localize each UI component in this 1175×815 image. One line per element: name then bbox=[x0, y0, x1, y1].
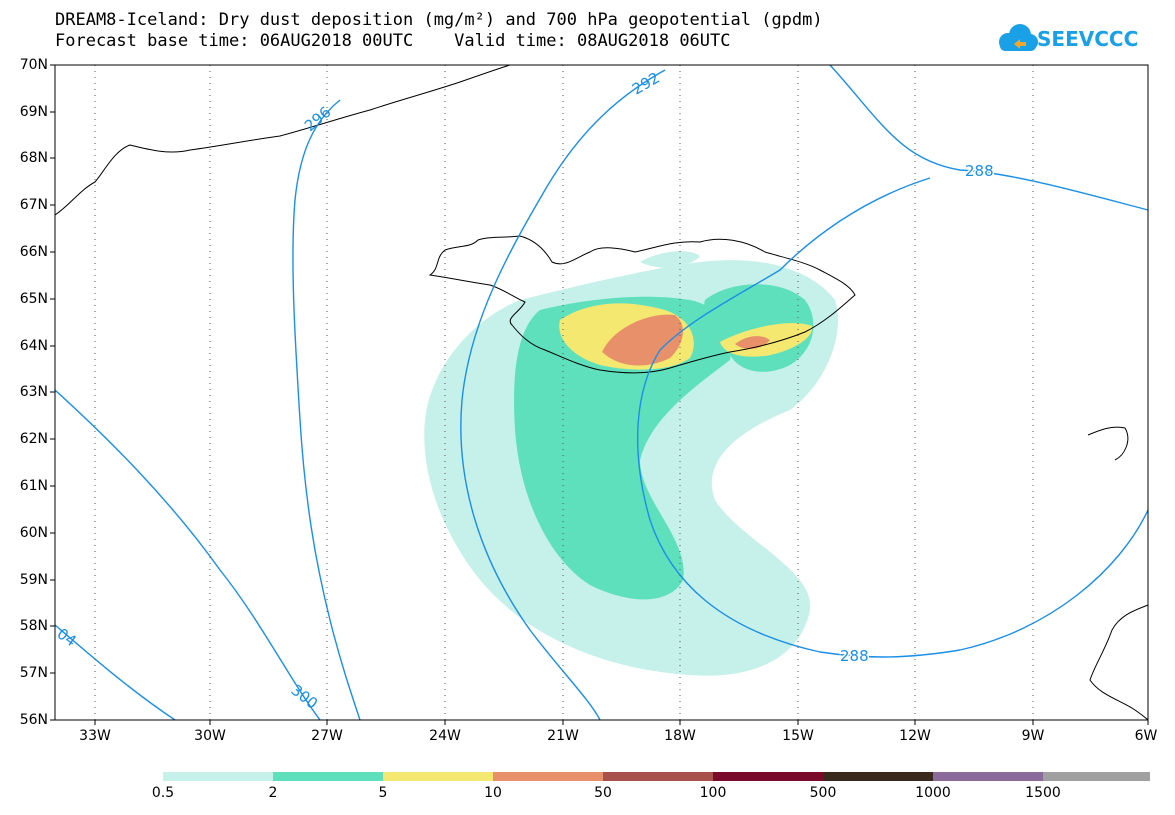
lat-label: 61N bbox=[19, 478, 48, 494]
lon-label: 15W bbox=[782, 728, 814, 744]
greenland-coastline bbox=[55, 65, 511, 216]
lat-label: 68N bbox=[19, 150, 48, 166]
lon-label: 21W bbox=[547, 728, 579, 744]
lon-label: 18W bbox=[664, 728, 696, 744]
legend-swatch bbox=[713, 772, 823, 781]
contour-292 bbox=[460, 69, 666, 720]
axis-ticks bbox=[50, 64, 1149, 725]
legend-label: 1500 bbox=[1025, 785, 1061, 801]
lat-label: 56N bbox=[19, 712, 48, 728]
lat-label: 58N bbox=[19, 618, 48, 634]
contour-304 bbox=[55, 624, 176, 720]
lat-label: 63N bbox=[19, 384, 48, 400]
cloud-icon bbox=[999, 24, 1038, 51]
legend-label: 2 bbox=[268, 785, 278, 801]
contour-label-300: 300 bbox=[288, 681, 322, 713]
lat-label: 64N bbox=[19, 338, 48, 354]
contour-label-288-south: 288 bbox=[840, 647, 869, 665]
contour-288 bbox=[636, 65, 1148, 658]
contour-296 bbox=[292, 99, 361, 720]
seevccc-logo bbox=[999, 24, 1038, 51]
legend-label: 10 bbox=[484, 785, 502, 801]
lat-label: 66N bbox=[19, 244, 48, 260]
contour-label-304: 04 bbox=[54, 625, 80, 651]
lon-label: 27W bbox=[311, 728, 343, 744]
legend-swatch bbox=[603, 772, 713, 781]
forecast-times: Forecast base time: 06AUG2018 00UTC Vali… bbox=[55, 31, 731, 51]
deposition-0.5-area-north bbox=[640, 251, 700, 268]
dust-deposition-field bbox=[424, 251, 838, 676]
contour-label-292: 292 bbox=[629, 69, 663, 99]
legend-label: 50 bbox=[594, 785, 612, 801]
legend-swatch bbox=[933, 772, 1043, 781]
coastlines bbox=[55, 65, 1148, 720]
deposition-10-area bbox=[602, 314, 683, 366]
lon-label: 12W bbox=[899, 728, 931, 744]
logo-text: SEEVCCC bbox=[1037, 27, 1139, 51]
lon-label: 6W bbox=[1134, 728, 1158, 744]
legend-label: 100 bbox=[699, 785, 727, 801]
lat-label: 59N bbox=[19, 572, 48, 588]
legend-label: 0.5 bbox=[151, 785, 175, 801]
lat-label: 67N bbox=[19, 197, 48, 213]
lat-label: 62N bbox=[19, 431, 48, 447]
lat-label: 60N bbox=[19, 525, 48, 541]
lon-label: 30W bbox=[194, 728, 226, 744]
legend-label: 5 bbox=[378, 785, 388, 801]
legend-swatch bbox=[493, 772, 603, 781]
lon-label: 24W bbox=[429, 728, 461, 744]
geopotential-contours bbox=[55, 65, 1148, 720]
map-title: DREAM8-Iceland: Dry dust deposition (mg/… bbox=[55, 10, 823, 30]
lat-label: 69N bbox=[19, 104, 48, 120]
lon-label: 9W bbox=[1021, 728, 1045, 744]
iceland-coastline bbox=[428, 235, 856, 374]
legend-swatch bbox=[383, 772, 493, 781]
lat-label: 57N bbox=[19, 665, 48, 681]
faroe-shetland-coast bbox=[1087, 426, 1129, 461]
legend-label: 1000 bbox=[915, 785, 951, 801]
lon-label: 33W bbox=[79, 728, 111, 744]
contour-300 bbox=[55, 389, 321, 720]
legend-swatch bbox=[823, 772, 933, 781]
legend-swatch bbox=[273, 772, 383, 781]
contour-label-288-north: 288 bbox=[965, 162, 994, 180]
lat-label: 70N bbox=[19, 57, 48, 73]
contour-label-296: 296 bbox=[301, 103, 335, 135]
legend-swatch bbox=[1043, 772, 1150, 781]
scotland-coastline bbox=[1089, 604, 1148, 720]
legend-label: 500 bbox=[809, 785, 837, 801]
deposition-2-area bbox=[514, 296, 731, 600]
legend-swatch bbox=[163, 772, 273, 781]
lat-label: 65N bbox=[19, 291, 48, 307]
